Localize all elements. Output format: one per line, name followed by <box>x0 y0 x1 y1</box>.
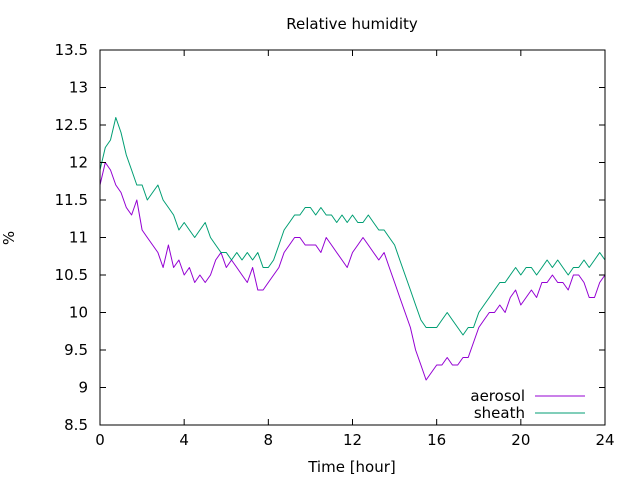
y-tick-label: 12.5 <box>55 116 88 134</box>
x-tick-label: 16 <box>427 431 446 449</box>
y-tick-label: 9.5 <box>64 341 88 359</box>
plot-frame <box>99 49 606 426</box>
y-tick-label: 11.5 <box>55 191 88 209</box>
y-tick-label: 13 <box>69 79 88 97</box>
y-tick-label: 10.5 <box>55 266 88 284</box>
axis-layer: 0 4 8 12 16 20 24 8.5 9 9.5 10 10.5 11 11.5 12 12.5 13 13… <box>55 41 615 449</box>
series-line-aerosol <box>99 162 606 381</box>
series-layer <box>99 117 606 381</box>
legend-label-aerosol: aerosol <box>470 387 525 405</box>
x-tick-label: 24 <box>595 431 614 449</box>
x-tick-label: 4 <box>179 431 189 449</box>
y-tick-label: 12 <box>69 154 88 172</box>
y-tick-label: 11 <box>69 229 88 247</box>
y-tick-label: 8.5 <box>64 416 88 434</box>
x-tick-label: 12 <box>343 431 362 449</box>
x-tick-label: 20 <box>511 431 530 449</box>
x-tick-label: 8 <box>264 431 274 449</box>
y-tick-label: 10 <box>69 304 88 322</box>
legend-label-sheath: sheath <box>474 404 525 422</box>
y-tick-label: 9 <box>78 379 88 397</box>
series-line-sheath <box>99 117 606 336</box>
x-axis-label: Time [hour] <box>307 458 396 476</box>
y-axis-label: % <box>0 231 18 245</box>
chart-title: Relative humidity <box>286 15 418 33</box>
x-tick-label: 0 <box>95 431 105 449</box>
y-tick-label: 13.5 <box>55 41 88 59</box>
